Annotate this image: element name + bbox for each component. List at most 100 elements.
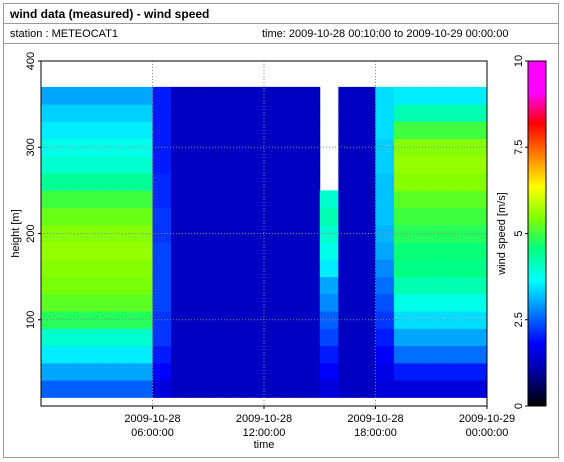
heatmap-cell — [449, 173, 469, 191]
heatmap-cell — [152, 104, 172, 122]
heatmap-cell — [133, 104, 153, 122]
heatmap-cell — [356, 155, 376, 174]
heatmap-cell — [264, 224, 284, 243]
heatmap-cell — [208, 293, 228, 312]
heatmap-cell — [301, 190, 321, 209]
heatmap-cell — [133, 362, 153, 381]
heatmap-cell — [431, 190, 451, 209]
time-range-label: time: 2009-10-28 00:10:00 to 2009-10-29 … — [262, 28, 509, 40]
heatmap-cell — [394, 190, 414, 209]
heatmap-cell — [394, 224, 414, 243]
heatmap-cell — [96, 224, 116, 243]
heatmap-cell — [208, 224, 228, 243]
heatmap-cell — [468, 311, 488, 329]
heatmap-cell — [245, 190, 265, 209]
heatmap-cell — [468, 362, 488, 381]
heatmap-cell — [115, 104, 135, 122]
heatmap-cell — [449, 138, 469, 157]
heatmap-cell — [189, 190, 209, 209]
heatmap-cell — [59, 380, 79, 398]
heatmap-cell — [171, 207, 191, 226]
heatmap-cell — [412, 190, 432, 209]
chart-title: wind data (measured) - wind speed — [10, 7, 210, 21]
heatmap-cell — [78, 276, 98, 295]
heatmap-cell — [449, 345, 469, 364]
heatmap-cell — [431, 242, 451, 260]
heatmap-cell — [96, 311, 116, 329]
heatmap-cell — [189, 155, 209, 174]
heatmap-cell — [245, 328, 265, 347]
heatmap-cell — [394, 345, 414, 364]
heatmap-cell — [189, 293, 209, 312]
heatmap-cell — [319, 207, 339, 226]
heatmap-cell — [171, 86, 191, 105]
heatmap-cell — [171, 173, 191, 191]
heatmap-cell — [189, 224, 209, 243]
heatmap-cell — [96, 276, 116, 295]
heatmap-cell — [468, 380, 488, 398]
heatmap-cell — [431, 173, 451, 191]
heatmap-cell — [189, 173, 209, 191]
heatmap-cells — [41, 86, 488, 398]
heatmap-cell — [152, 242, 172, 260]
heatmap-cell — [96, 104, 116, 122]
heatmap-cell — [282, 207, 302, 226]
heatmap-cell — [115, 345, 135, 364]
x-axis-ticks: 2009-10-28 06:00:00 2009-10-28 12:00:00 2009… — [124, 406, 515, 439]
heatmap-cell — [338, 155, 358, 174]
heatmap-cell — [301, 207, 321, 226]
heatmap-cell — [208, 121, 228, 140]
heatmap-cell — [412, 380, 432, 398]
heatmap-cell — [412, 121, 432, 140]
heatmap-cell — [226, 380, 246, 398]
heatmap-cell — [412, 259, 432, 278]
heatmap-cell — [412, 104, 432, 122]
heatmap-cell — [171, 138, 191, 157]
heatmap-cell — [78, 380, 98, 398]
heatmap-cell — [468, 293, 488, 312]
heatmap-cell — [59, 86, 79, 105]
heatmap-cell — [152, 138, 172, 157]
heatmap-cell — [189, 242, 209, 260]
heatmap-cell — [208, 242, 228, 260]
x-tick-label-date: 2009-10-28 — [347, 413, 403, 425]
heatmap-cell — [449, 362, 469, 381]
heatmap-cell — [301, 173, 321, 191]
heatmap-cell — [41, 328, 61, 347]
heatmap-cell — [356, 207, 376, 226]
heatmap-cell — [394, 121, 414, 140]
heatmap-cell — [264, 86, 284, 105]
heatmap-cell — [319, 328, 339, 347]
heatmap-cell — [264, 380, 284, 398]
heatmap-cell — [394, 86, 414, 105]
heatmap-cell — [152, 86, 172, 105]
heatmap-cell — [356, 328, 376, 347]
heatmap-cell — [133, 276, 153, 295]
heatmap-cell — [59, 242, 79, 260]
heatmap-cell — [282, 155, 302, 174]
heatmap-cell — [282, 293, 302, 312]
heatmap-cell — [245, 276, 265, 295]
heatmap-cell — [468, 173, 488, 191]
heatmap-cell — [133, 242, 153, 260]
title-bar: wind data (measured) - wind speed — [4, 4, 558, 24]
heatmap-cell — [133, 380, 153, 398]
heatmap-cell — [375, 362, 395, 381]
heatmap-cell — [226, 362, 246, 381]
heatmap-cell — [264, 173, 284, 191]
heatmap-cell — [245, 155, 265, 174]
y-tick-label: 400 — [25, 52, 37, 70]
heatmap-cell — [468, 242, 488, 260]
heatmap-cell — [171, 328, 191, 347]
heatmap-cell — [133, 345, 153, 364]
heatmap-cell — [264, 276, 284, 295]
colorbar-tick-label: 5 — [513, 230, 525, 236]
heatmap-cell — [78, 259, 98, 278]
heatmap-cell — [375, 121, 395, 140]
heatmap-cell — [431, 155, 451, 174]
heatmap-cell — [96, 121, 116, 140]
heatmap-cell — [319, 259, 339, 278]
heatmap-cell — [375, 224, 395, 243]
heatmap-cell — [96, 293, 116, 312]
heatmap-cell — [245, 104, 265, 122]
